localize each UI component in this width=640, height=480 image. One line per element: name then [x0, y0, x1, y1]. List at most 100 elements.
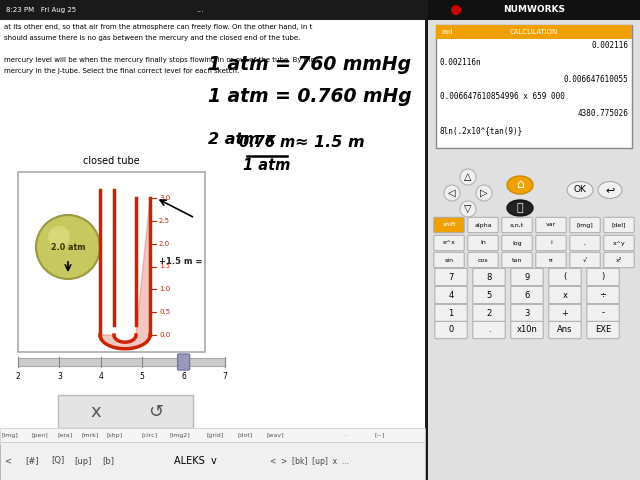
Bar [428, 0, 640, 480]
Text: x: x [90, 403, 101, 421]
Text: ◁: ◁ [448, 188, 456, 198]
Text: 1.5: 1.5 [159, 264, 170, 269]
FancyBboxPatch shape [502, 252, 532, 268]
Text: rad: rad [441, 29, 452, 35]
Circle shape [460, 169, 476, 185]
FancyBboxPatch shape [548, 304, 581, 322]
FancyBboxPatch shape [548, 321, 581, 339]
Text: x: x [563, 290, 568, 300]
Bar [436, 25, 632, 148]
Text: Ans: Ans [557, 325, 573, 335]
FancyBboxPatch shape [435, 268, 467, 286]
FancyBboxPatch shape [434, 217, 464, 233]
FancyBboxPatch shape [548, 268, 581, 286]
FancyBboxPatch shape [468, 217, 498, 233]
Text: x²: x² [616, 257, 622, 263]
Text: 1 atm = 760 mmHg: 1 atm = 760 mmHg [208, 55, 411, 74]
Text: alpha: alpha [474, 223, 492, 228]
Text: 5: 5 [140, 372, 145, 381]
FancyBboxPatch shape [435, 286, 467, 304]
Text: var: var [546, 223, 556, 228]
Text: sin: sin [445, 257, 454, 263]
Circle shape [476, 185, 492, 201]
FancyBboxPatch shape [604, 217, 634, 233]
Text: 2: 2 [15, 372, 20, 381]
Text: 0.5: 0.5 [159, 309, 170, 315]
FancyBboxPatch shape [511, 286, 543, 304]
Text: [mrk]: [mrk] [81, 432, 99, 437]
Text: 1 atm = 0.760 mHg: 1 atm = 0.760 mHg [208, 87, 412, 106]
Bar [0, 428, 425, 442]
Text: x^y: x^y [612, 240, 625, 245]
Text: △: △ [464, 172, 472, 182]
FancyBboxPatch shape [468, 235, 498, 251]
FancyBboxPatch shape [511, 304, 543, 322]
Text: [dot]: [dot] [237, 432, 253, 437]
Text: log: log [512, 240, 522, 245]
FancyBboxPatch shape [468, 252, 498, 268]
Bar [0, 0, 425, 445]
Text: NUMWORKS: NUMWORKS [503, 5, 565, 14]
Text: [img]: [img] [2, 432, 19, 437]
Text: +1.5 m =: +1.5 m = [159, 256, 202, 265]
FancyBboxPatch shape [511, 321, 543, 339]
Text: [del]: [del] [612, 223, 627, 228]
Text: 7: 7 [223, 372, 227, 381]
Circle shape [460, 201, 476, 217]
Text: 5: 5 [486, 290, 492, 300]
Text: 6: 6 [181, 372, 186, 381]
Text: CALCULATION: CALCULATION [510, 29, 558, 35]
Text: [shp]: [shp] [107, 432, 123, 437]
Text: ⌂: ⌂ [516, 179, 524, 192]
Text: 3: 3 [524, 309, 530, 317]
Text: x,n,t: x,n,t [510, 223, 524, 228]
Text: √: √ [583, 257, 587, 263]
Text: 1 atm: 1 atm [243, 158, 291, 173]
FancyBboxPatch shape [473, 268, 505, 286]
FancyBboxPatch shape [434, 235, 464, 251]
Text: 4380.775026: 4380.775026 [577, 109, 628, 118]
FancyBboxPatch shape [604, 235, 634, 251]
FancyBboxPatch shape [434, 252, 464, 268]
Circle shape [444, 185, 460, 201]
Text: OK: OK [573, 185, 586, 194]
Text: 2.0: 2.0 [159, 240, 170, 247]
Text: shift: shift [442, 223, 456, 228]
Bar [436, 25, 632, 39]
Text: ,: , [584, 240, 586, 245]
Text: mercury in the J-tube. Select the final correct level for each sketch.: mercury in the J-tube. Select the final … [4, 68, 239, 74]
Text: 1: 1 [449, 309, 454, 317]
FancyBboxPatch shape [570, 235, 600, 251]
Text: should assume there is no gas between the mercury and the closed end of the tube: should assume there is no gas between th… [4, 35, 300, 41]
Bar [18, 358, 225, 366]
FancyBboxPatch shape [604, 252, 634, 268]
Text: closed tube: closed tube [83, 156, 140, 166]
Text: <  >  [bk]  [up]  x  ...: < > [bk] [up] x ... [271, 456, 349, 466]
FancyBboxPatch shape [178, 354, 189, 370]
Text: ⏻: ⏻ [516, 203, 524, 213]
Circle shape [48, 226, 70, 248]
FancyBboxPatch shape [587, 268, 619, 286]
FancyBboxPatch shape [587, 286, 619, 304]
Ellipse shape [507, 200, 533, 216]
Bar [428, 0, 640, 20]
Text: -: - [602, 309, 605, 317]
Polygon shape [100, 198, 150, 349]
Text: π: π [549, 257, 553, 263]
Bar [58, 395, 193, 428]
Text: 8:23 PM   Fri Aug 25: 8:23 PM Fri Aug 25 [6, 7, 76, 13]
Bar [18, 172, 205, 352]
Text: 0.006647610055: 0.006647610055 [563, 75, 628, 84]
Text: +: + [561, 309, 568, 317]
Text: [img]: [img] [577, 223, 593, 228]
Bar [0, 442, 425, 480]
Text: 8ln(.2x10^{tan(9)}: 8ln(.2x10^{tan(9)} [440, 126, 524, 135]
Text: ): ) [602, 273, 605, 281]
Text: .: . [488, 325, 490, 335]
FancyBboxPatch shape [473, 304, 505, 322]
Text: [wav]: [wav] [266, 432, 284, 437]
Text: ▽: ▽ [464, 204, 472, 214]
Text: e^x: e^x [443, 240, 456, 245]
Text: 2.5: 2.5 [159, 218, 170, 224]
Text: ≈ 1.5 m: ≈ 1.5 m [295, 135, 365, 150]
